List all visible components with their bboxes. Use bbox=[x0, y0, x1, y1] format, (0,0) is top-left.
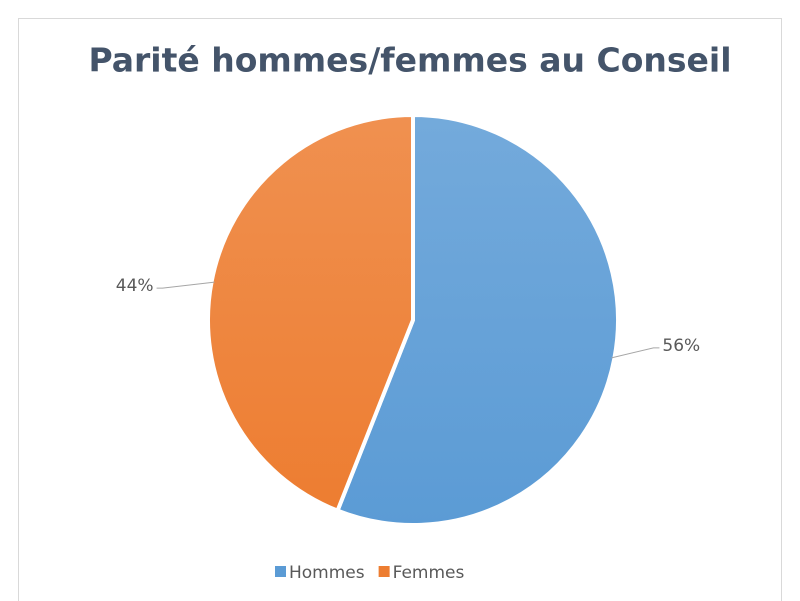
legend-swatch bbox=[378, 566, 390, 577]
pie-slice bbox=[206, 112, 415, 514]
legend-swatch bbox=[275, 566, 286, 577]
data-label: 56% bbox=[662, 336, 700, 356]
legend-label: Hommes bbox=[289, 563, 365, 583]
legend-label: Femmes bbox=[393, 563, 465, 583]
chart-title: Parité hommes/femmes au Conseil bbox=[88, 41, 731, 80]
pie-slice bbox=[334, 112, 620, 527]
leader-line bbox=[611, 347, 660, 359]
data-label: 44% bbox=[116, 276, 154, 296]
leader-line bbox=[156, 281, 215, 289]
